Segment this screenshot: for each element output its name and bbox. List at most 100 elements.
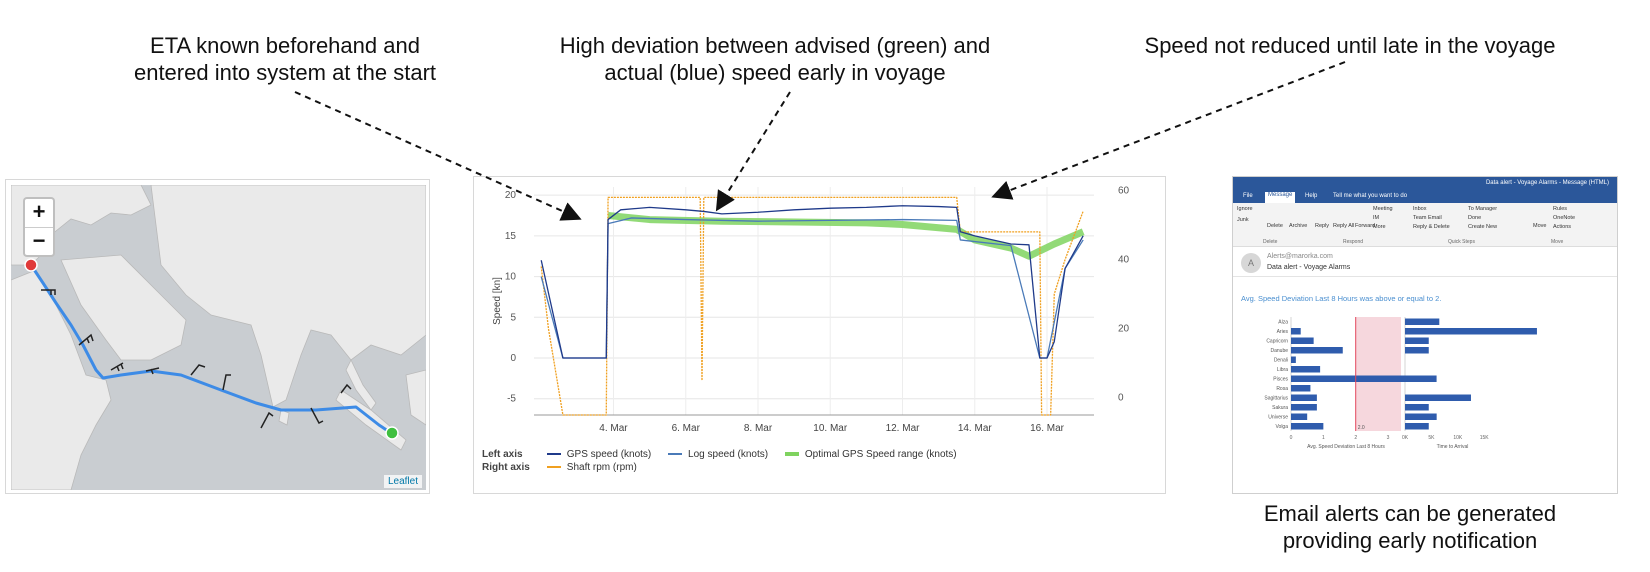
onenote-button[interactable]: OneNote xyxy=(1553,215,1576,221)
category-label: Volga xyxy=(1275,424,1288,430)
group-label-move: Move xyxy=(1551,239,1564,245)
x-tick-label: 8. Mar xyxy=(744,423,773,434)
category-label: Rosa xyxy=(1276,386,1288,392)
x1-tick-label: 0 xyxy=(1290,435,1293,441)
quickstep-create-new[interactable]: Create New xyxy=(1468,224,1498,230)
actions-button[interactable]: Actions xyxy=(1553,224,1572,230)
deviation-bar xyxy=(1291,385,1311,392)
legend-optimal-label: Optimal GPS Speed range (knots) xyxy=(804,449,957,460)
time-bar xyxy=(1405,337,1429,344)
series-optimal-range xyxy=(607,212,1085,260)
message-subject: Data alert - Voyage Alarms xyxy=(1267,264,1351,271)
outlook-email-window: Data alert - Voyage Alarms - Message (HT… xyxy=(1232,176,1618,494)
category-label: Sakura xyxy=(1272,405,1288,411)
y-tick-label: 10 xyxy=(505,272,517,283)
ribbon: Ignore Junk Delete Archive Reply Reply A… xyxy=(1233,203,1617,247)
legend-right-axis-label: Right axis xyxy=(482,462,530,473)
y-tick-label: 20 xyxy=(505,190,517,201)
threshold-band xyxy=(1355,317,1401,431)
time-bar xyxy=(1405,318,1440,325)
zoom-out-button[interactable]: − xyxy=(25,227,53,255)
category-label: Denali xyxy=(1274,358,1288,364)
quickstep-done[interactable]: Done xyxy=(1468,215,1482,221)
time-bar xyxy=(1405,394,1471,401)
category-label: Pisces xyxy=(1273,377,1288,383)
legend-swatch-log xyxy=(668,453,683,456)
tab-message[interactable]: Message xyxy=(1265,192,1296,203)
x-tick-label: 16. Mar xyxy=(1030,423,1065,434)
category-label: Aries xyxy=(1277,329,1289,335)
zoom-control: + − xyxy=(23,197,55,257)
x-tick-label: 12. Mar xyxy=(886,423,921,434)
callout-deviation: High deviation between advised (green) a… xyxy=(559,33,991,85)
callout-eta: ETA known beforehand and entered into sy… xyxy=(133,33,437,85)
group-label-quick-steps: Quick Steps xyxy=(1448,239,1475,245)
voyage-map-panel: + − Leaflet xyxy=(5,179,430,494)
x1-tick-label: 1 xyxy=(1322,435,1325,441)
voyage-map[interactable]: + − Leaflet xyxy=(11,185,426,490)
ignore-button[interactable]: Ignore xyxy=(1237,206,1253,212)
callout-speed: Speed not reduced until late in the voya… xyxy=(1144,33,1556,58)
window-title: Data alert - Voyage Alarms - Message (HT… xyxy=(1485,180,1609,186)
time-bar xyxy=(1405,404,1429,411)
x2-tick-label: 10K xyxy=(1453,435,1463,441)
end-marker xyxy=(385,426,399,440)
legend-left-axis-label: Left axis xyxy=(482,449,523,460)
archive-button[interactable]: Archive xyxy=(1289,223,1308,229)
quickstep-to-manager[interactable]: To Manager xyxy=(1468,206,1498,212)
im-button[interactable]: IM xyxy=(1373,215,1380,221)
legend-log-label: Log speed (knots) xyxy=(688,449,769,460)
quickstep-team-email[interactable]: Team Email xyxy=(1413,215,1442,221)
y-tick-label: 0 xyxy=(510,353,516,364)
x2-tick-label: 15K xyxy=(1480,435,1490,441)
x-tick-label: 4. Mar xyxy=(599,423,628,434)
y-tick-label: 15 xyxy=(505,231,517,242)
tab-help[interactable]: Help xyxy=(1305,193,1318,199)
junk-button[interactable]: Junk xyxy=(1237,217,1249,223)
legend-item-gps[interactable]: GPS speed (knots) xyxy=(546,449,651,460)
avatar: A xyxy=(1241,253,1261,273)
x2-tick-label: 5K xyxy=(1428,435,1435,441)
land-arabia xyxy=(60,254,187,361)
speed-chart: -5 0 5 10 15 20 0 20 40 60 4. Mar 6. Mar 8. Mar 10. M… xyxy=(492,185,1130,434)
tab-file[interactable]: File xyxy=(1243,193,1253,199)
legend-item-shaft[interactable]: Shaft rpm (rpm) xyxy=(546,462,637,473)
callout-email: Email alerts can be generated providing … xyxy=(1263,501,1557,553)
deviation-bar xyxy=(1291,404,1317,411)
start-marker xyxy=(24,258,38,272)
delete-button[interactable]: Delete xyxy=(1267,223,1283,229)
speed-chart-panel: -5 0 5 10 15 20 0 20 40 60 4. Mar 6. Mar 8. Mar 10. M… xyxy=(473,176,1166,494)
y-tick-label: 5 xyxy=(510,312,516,323)
meeting-button[interactable]: Meeting xyxy=(1373,206,1393,212)
quickstep-reply-delete[interactable]: Reply & Delete xyxy=(1413,224,1450,230)
move-button[interactable]: Move xyxy=(1533,223,1547,229)
forward-button[interactable]: Forward xyxy=(1355,223,1376,229)
time-bar xyxy=(1405,375,1408,382)
deviation-bar xyxy=(1291,337,1314,344)
y2-tick-label: 60 xyxy=(1118,185,1130,196)
sender-address[interactable]: Alerts@marorka.com xyxy=(1267,253,1333,260)
tell-me-search[interactable]: Tell me what you want to do xyxy=(1333,193,1408,199)
leaflet-attribution-link[interactable]: Leaflet xyxy=(383,475,422,488)
category-label: Libra xyxy=(1277,367,1288,373)
land-srilanka xyxy=(278,409,290,426)
category-label: Universe xyxy=(1268,415,1288,421)
quickstep-inbox[interactable]: Inbox xyxy=(1413,206,1427,212)
category-label: Alza xyxy=(1278,320,1288,326)
x2-tick-label: 0K xyxy=(1402,435,1409,441)
y-tick-label: -5 xyxy=(507,394,516,405)
outlook-titlebar: Data alert - Voyage Alarms - Message (HT… xyxy=(1233,177,1617,191)
deviation-bar xyxy=(1291,423,1324,430)
land-asia xyxy=(150,185,426,408)
legend-item-optimal[interactable]: Optimal GPS Speed range (knots) xyxy=(784,449,957,460)
series-log-speed xyxy=(540,217,1084,359)
message-header: A Alerts@marorka.com Data alert - Voyage… xyxy=(1233,249,1617,277)
reply-button[interactable]: Reply xyxy=(1315,223,1330,229)
deviation-bar xyxy=(1291,375,1437,382)
rules-button[interactable]: Rules xyxy=(1553,206,1568,212)
legend-item-log[interactable]: Log speed (knots) xyxy=(668,449,768,460)
map-svg xyxy=(11,185,426,490)
more-button[interactable]: More xyxy=(1373,224,1386,230)
zoom-in-button[interactable]: + xyxy=(32,199,46,224)
reply-all-button[interactable]: Reply All xyxy=(1333,223,1355,229)
